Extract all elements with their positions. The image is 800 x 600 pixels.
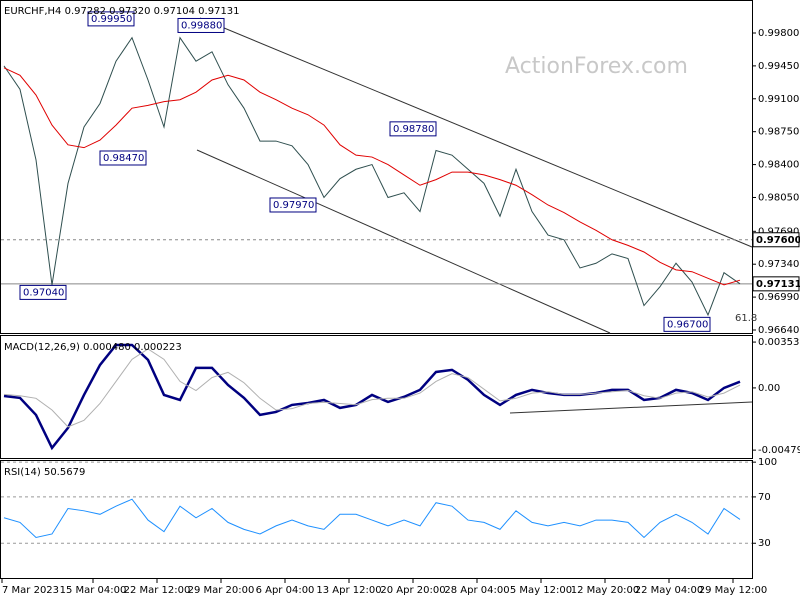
x-tick-label: 15 Mar 04:00 <box>60 585 127 596</box>
annotation-box <box>87 11 135 27</box>
level-label: 0.97600 <box>756 235 800 246</box>
series-line <box>3 498 741 539</box>
x-tick-label: 7 Mar 2023 <box>2 585 59 596</box>
panel-title: EURCHF,H4 0.97282 0.97320 0.97104 0.9713… <box>4 6 240 17</box>
x-tick-label: 12 May 20:00 <box>571 585 640 596</box>
panel-title: MACD(12,26,9) 0.000480 0.000223 <box>4 342 182 353</box>
series-line <box>3 348 741 428</box>
x-tick-label: 29 May 12:00 <box>699 585 768 596</box>
panel-title: RSI(14) 50.5679 <box>4 467 85 478</box>
y-tick-label: 0.003532 <box>758 337 800 348</box>
y-tick-label: 30 <box>758 538 771 549</box>
x-tick-label: 6 Apr 04:00 <box>256 585 315 596</box>
series-line <box>3 36 741 317</box>
x-tick-label: 13 Apr 12:00 <box>316 585 381 596</box>
annotation-label: 0.97970 <box>273 200 314 211</box>
level-label: 0.97131 <box>756 279 800 290</box>
annotation-box <box>389 121 437 137</box>
y-tick-label: 0.99450 <box>758 61 799 72</box>
y-tick-label: 0.98400 <box>758 160 799 171</box>
annotation-label: 0.99880 <box>181 20 222 31</box>
annotation-box <box>19 284 67 300</box>
channel-lines <box>196 17 753 414</box>
macd-frame <box>0 335 753 459</box>
y-tick-label: 0.97340 <box>758 259 799 270</box>
y-tick-label: 100 <box>758 457 777 468</box>
panel-frames <box>0 0 753 579</box>
annotation-label: 0.96700 <box>667 319 708 330</box>
y-tick-label: -0.004793 <box>758 445 800 456</box>
x-tick-label: 5 May 12:00 <box>510 585 572 596</box>
watermark: ActionForex.com <box>505 54 688 79</box>
series-line <box>3 67 741 286</box>
y-tick-label: 0.99800 <box>758 28 799 39</box>
x-tick-label: 28 Apr 04:00 <box>444 585 509 596</box>
y-tick-label: 0.96640 <box>758 325 799 336</box>
y-tick-label: 70 <box>758 492 771 503</box>
annotation-label: 0.99950 <box>91 14 132 25</box>
annotation-box <box>663 316 711 332</box>
annotation-label: 0.97040 <box>23 287 64 298</box>
x-tick-label: 22 May 04:00 <box>635 585 704 596</box>
level-label-box <box>752 276 800 292</box>
rsi-frame <box>0 460 753 579</box>
annotation-box <box>99 150 147 166</box>
channel-lower <box>196 149 611 334</box>
level-label-box <box>752 232 800 248</box>
y-tick-label: 0.98750 <box>758 127 799 138</box>
y-tick-label: 0.96990 <box>758 292 799 303</box>
macd-trendline <box>509 401 753 414</box>
y-tick-label: 0.99100 <box>758 94 799 105</box>
x-tick-label: 22 Mar 12:00 <box>124 585 191 596</box>
y-tick-label: 0.00 <box>758 383 780 394</box>
channel-upper <box>199 17 753 248</box>
annotation-box <box>177 17 225 33</box>
x-tick-label: 29 Mar 20:00 <box>188 585 255 596</box>
x-tick-label: 20 Apr 20:00 <box>380 585 445 596</box>
y-tick-label: 0.97690 <box>758 226 799 237</box>
annotation-box <box>269 197 317 213</box>
annotation-label: 0.98470 <box>103 153 144 164</box>
price-frame <box>0 0 753 334</box>
annotation-label: 0.98780 <box>393 124 434 135</box>
fib-label: 61.8 <box>735 313 757 324</box>
y-tick-label: 0.98050 <box>758 192 799 203</box>
series-line <box>3 343 741 451</box>
